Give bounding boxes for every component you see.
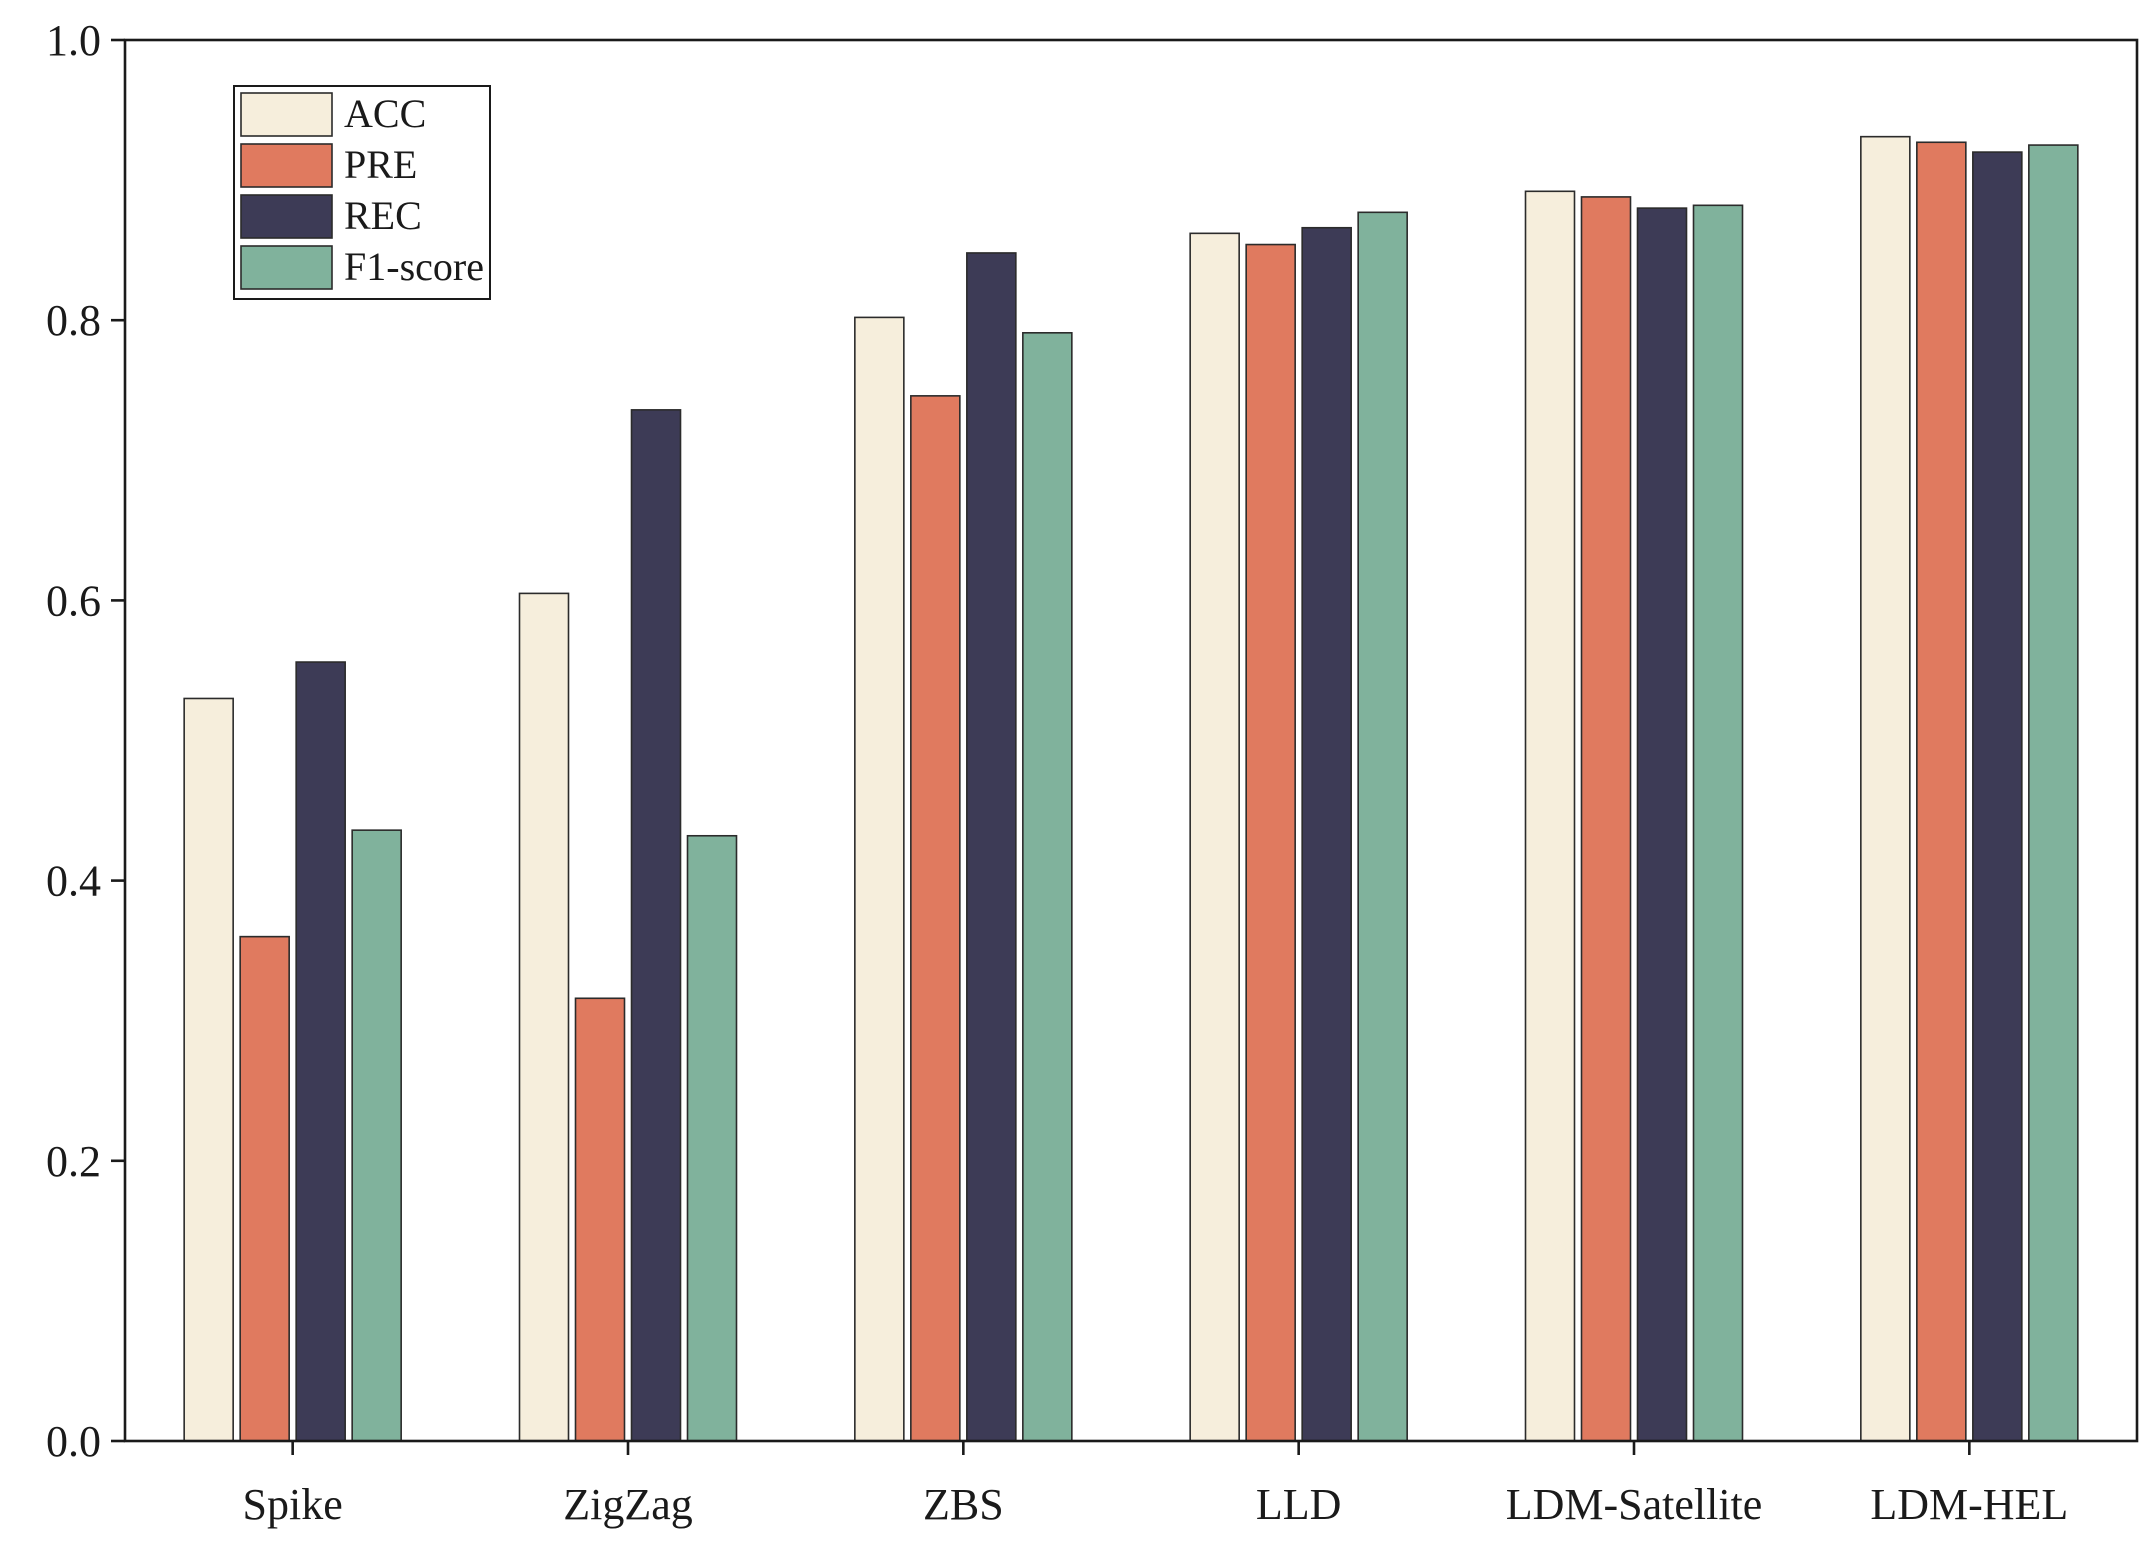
legend-label-acc: ACC: [344, 91, 426, 136]
x-tick-label-zbs: ZBS: [923, 1480, 1004, 1529]
x-tick-label-zigzag: ZigZag: [563, 1480, 693, 1529]
bar-rec-lld: [1301, 226, 1352, 1442]
legend-label-rec: REC: [344, 193, 422, 238]
legend: ACC PRE REC F1-score: [233, 85, 491, 300]
plot-frame: [123, 38, 2139, 1443]
x-axis: Spike ZigZag ZBS LLD LDM-Satellite LDM-HEL: [243, 1441, 2068, 1529]
legend-swatch-acc: [240, 92, 333, 137]
y-tick-label: 0.8: [46, 296, 101, 345]
x-tick-label-lld: LLD: [1256, 1480, 1342, 1529]
bar-pre-lld: [1245, 243, 1296, 1442]
bar-rec-zigzag: [630, 409, 682, 1442]
legend-label-pre: PRE: [344, 142, 417, 187]
bar-pre-zbs: [910, 395, 961, 1442]
bar-f1-score-ldm-satellite: [1692, 204, 1744, 1442]
y-tick-label: 0.6: [46, 576, 101, 625]
bar-pre-ldm-hel: [1916, 141, 1967, 1442]
bar-f1-score-lld: [1357, 211, 1408, 1442]
bar-rec-ldm-satellite: [1636, 207, 1688, 1442]
x-tick-label-ldm-hel: LDM-HEL: [1870, 1480, 2068, 1529]
bar-f1-score-zbs: [1022, 332, 1073, 1442]
y-tick-label: 0.2: [46, 1137, 101, 1186]
bar-rec-spike: [295, 661, 346, 1442]
legend-swatch-rec: [240, 194, 333, 239]
bar-acc-ldm-hel: [1860, 135, 1911, 1442]
y-tick-label: 1.0: [46, 16, 101, 65]
bar-rec-ldm-hel: [1972, 151, 2023, 1442]
legend-swatch-f1-score: [240, 245, 333, 290]
bar-pre-zigzag: [574, 997, 626, 1442]
y-tick-label: 0.4: [46, 857, 101, 906]
bars-layer: [183, 135, 2079, 1442]
x-tick-label-ldm-satellite: LDM-Satellite: [1506, 1480, 1763, 1529]
bar-f1-score-spike: [351, 829, 402, 1442]
x-tick-label-spike: Spike: [243, 1480, 343, 1529]
legend-swatch-pre: [240, 143, 333, 188]
bar-acc-zigzag: [518, 592, 570, 1442]
bar-acc-lld: [1189, 232, 1240, 1442]
bar-acc-zbs: [854, 316, 905, 1442]
bar-rec-zbs: [966, 252, 1017, 1442]
bar-pre-spike: [239, 935, 290, 1442]
y-tick-label: 0.0: [46, 1417, 101, 1466]
bar-f1-score-zigzag: [686, 834, 738, 1442]
bar-acc-ldm-satellite: [1524, 190, 1576, 1442]
legend-label-f1-score: F1-score: [344, 244, 484, 289]
bar-f1-score-ldm-hel: [2028, 144, 2079, 1442]
y-axis: 0.0 0.2 0.4 0.6 0.8 1.0: [46, 16, 125, 1466]
bar-acc-spike: [183, 697, 234, 1442]
bar-pre-ldm-satellite: [1580, 196, 1632, 1442]
